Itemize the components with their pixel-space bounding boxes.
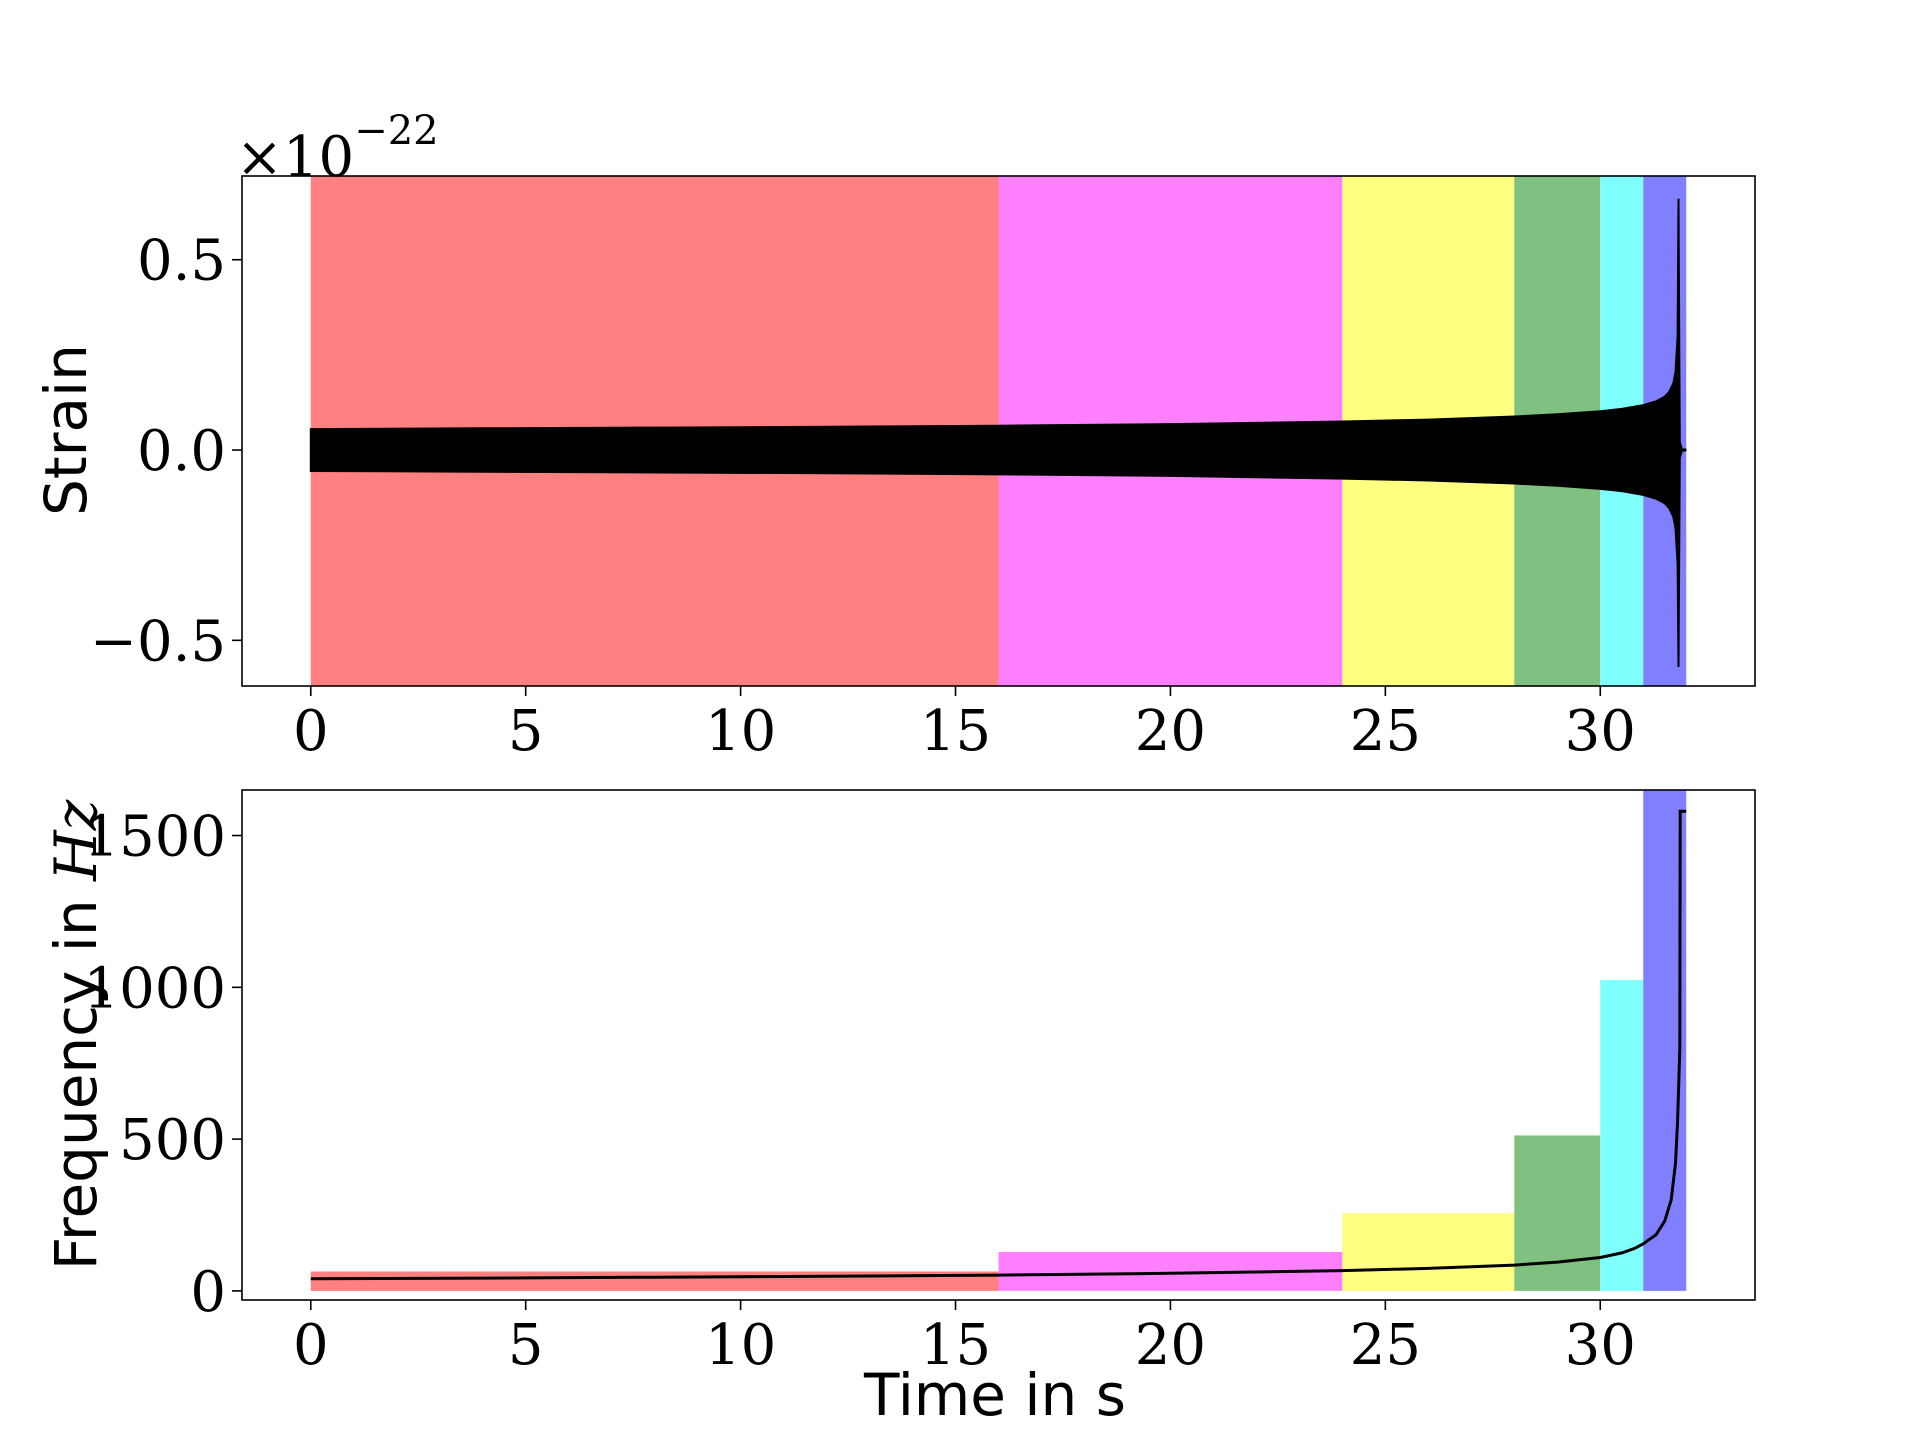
strain-x-tick-label: 15 xyxy=(920,699,991,764)
strain-panel: 0 5 10 15 20 25 30 −0.5 0.0 0.5 ×10−22 Strain xyxy=(32,108,1756,764)
strain-x-tick-label: 0 xyxy=(293,699,329,764)
strain-offset-text: ×10−22 xyxy=(236,108,439,190)
x-axis-label: Time in s xyxy=(863,1361,1126,1429)
frequency-line xyxy=(310,809,1687,1281)
strain-x-tick-label: 20 xyxy=(1135,699,1206,764)
strain-x-tick-label: 30 xyxy=(1565,699,1636,764)
frequency-axes-frame xyxy=(241,789,1756,1301)
frequency-bar xyxy=(1342,1213,1515,1291)
frequency-y-tick-label: 500 xyxy=(119,1108,226,1173)
frequency-series xyxy=(310,809,1687,1281)
frequency-y-axis-label-text: Frequency in xyxy=(42,881,110,1270)
strain-offset-exponent: −22 xyxy=(354,108,438,154)
frequency-y-tick-label: 1500 xyxy=(83,805,226,870)
strain-y-tick-label: 0.0 xyxy=(137,419,226,484)
strain-x-tick-label: 5 xyxy=(508,699,544,764)
strain-y-axis-label: Strain xyxy=(32,344,100,516)
frequency-x-tick-label: 30 xyxy=(1565,1313,1636,1378)
frequency-panel: 0 5 10 15 20 25 30 0 500 1000 1500 Frequency in H… xyxy=(42,789,1756,1429)
frequency-x-tick-label: 10 xyxy=(705,1313,776,1378)
frequency-x-tick-label: 25 xyxy=(1350,1313,1421,1378)
strain-x-ticks: 0 5 10 15 20 25 30 xyxy=(293,686,1636,764)
frequency-bars xyxy=(310,790,1687,1291)
frequency-y-tick-label: 0 xyxy=(190,1260,226,1325)
strain-y-tick-label: −0.5 xyxy=(90,609,226,674)
frequency-y-tick-label: 1000 xyxy=(83,956,226,1021)
strain-y-tick-label: 0.5 xyxy=(137,229,226,294)
strain-x-tick-label: 25 xyxy=(1350,699,1421,764)
strain-offset-base: ×10 xyxy=(236,125,354,190)
strain-series xyxy=(309,198,1687,668)
frequency-y-axis-label-unit: Hz xyxy=(42,799,110,882)
strain-axes-frame xyxy=(241,175,1756,687)
frequency-x-tick-label: 20 xyxy=(1135,1313,1206,1378)
frequency-bar xyxy=(1600,980,1644,1291)
frequency-x-tick-label: 0 xyxy=(293,1313,329,1378)
strain-x-tick-label: 10 xyxy=(705,699,776,764)
frequency-y-ticks: 0 500 1000 1500 xyxy=(83,805,242,1325)
frequency-x-tick-label: 15 xyxy=(920,1313,991,1378)
frequency-x-tick-label: 5 xyxy=(508,1313,544,1378)
frequency-bar xyxy=(1514,1135,1601,1291)
frequency-y-axis-label: Frequency in Hz xyxy=(42,799,110,1270)
frequency-x-ticks: 0 5 10 15 20 25 30 xyxy=(293,1300,1636,1378)
strain-y-ticks: −0.5 0.0 0.5 xyxy=(90,229,242,674)
